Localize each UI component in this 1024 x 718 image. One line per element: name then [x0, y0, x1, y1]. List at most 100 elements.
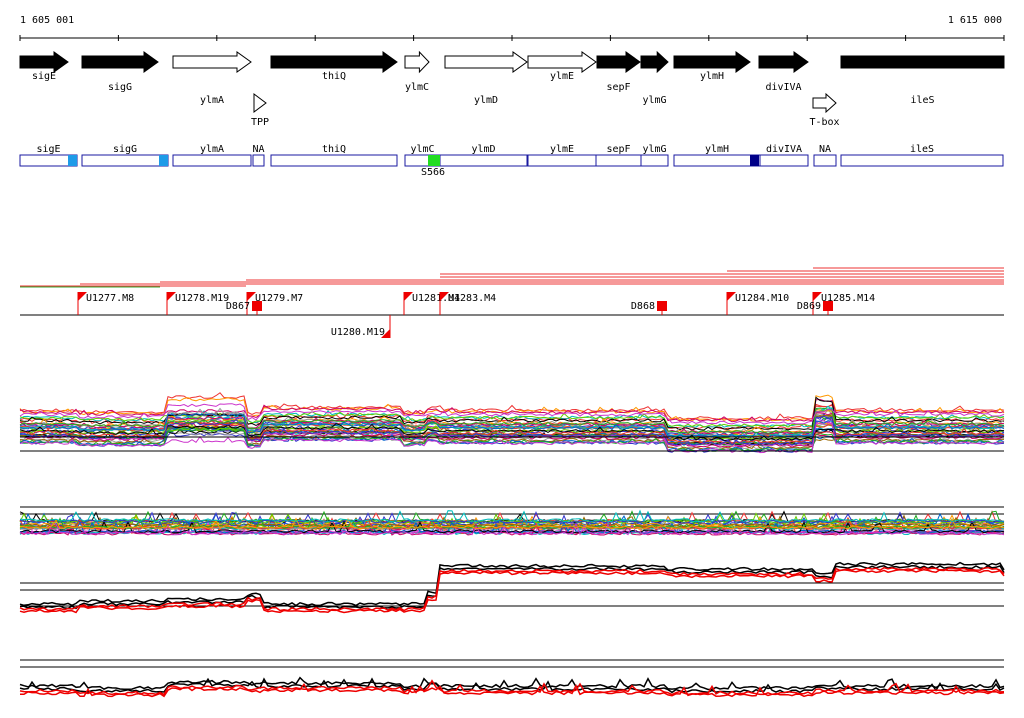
domain-label: thiQ [322, 144, 346, 155]
gene-arrow [19, 51, 69, 73]
expression-trace [19, 411, 1005, 428]
probe-label: U1283.M4 [448, 293, 496, 304]
expression-trace [19, 407, 1005, 434]
domain-site [428, 155, 440, 166]
expression-trace [19, 423, 1005, 442]
domain-box [673, 154, 761, 167]
probe-flag [727, 292, 736, 301]
deletion-label: D869 [797, 301, 821, 312]
gene-label: ylmD [474, 95, 498, 106]
expression-trace [20, 564, 1005, 610]
expression-trace [19, 509, 1005, 523]
domain-box [813, 154, 837, 167]
expression-trace [19, 517, 1005, 530]
expression-trace [19, 676, 1005, 691]
domain-label: ylmC [410, 144, 434, 155]
gene-arrow [640, 50, 669, 74]
gene-label: sepF [606, 82, 630, 93]
domain-box [527, 154, 597, 167]
probe-label: U1280.M19 [331, 327, 385, 338]
probe-flag [167, 292, 176, 301]
probe-label: U1285.M14 [821, 293, 875, 304]
domain-label: sigG [113, 144, 137, 155]
gene-arrow [527, 51, 597, 73]
ruler-end: 1 615 000 [948, 15, 1002, 26]
expression-trace [19, 413, 1005, 438]
domain-label: NA [819, 144, 831, 155]
gene-arrow [758, 51, 809, 73]
gene-label: thiQ [322, 71, 346, 82]
domain-label: ylmA [200, 144, 224, 155]
gene-label: ylmG [642, 95, 666, 106]
probe-flag [404, 292, 413, 301]
gene-label: divIVA [765, 82, 801, 93]
gene-label: sigE [32, 71, 56, 82]
gene-arrow [673, 51, 751, 73]
gene-label: ylmA [200, 95, 224, 106]
gene-label: ileS [910, 95, 934, 106]
expression-trace [19, 561, 1005, 607]
expression-trace [19, 426, 1005, 452]
deletion-label: D867 [226, 301, 250, 312]
domain-site [68, 155, 77, 166]
probe-label: U1281.M4 [412, 293, 460, 304]
riboswitch-label: TPP [251, 117, 269, 128]
domain-box [640, 154, 669, 167]
domain-box [270, 154, 398, 167]
domain-label: divIVA [766, 144, 802, 155]
domain-box [759, 154, 809, 167]
expression-trace [19, 403, 1005, 425]
expression-trace [19, 421, 1005, 444]
probe-flag [247, 292, 256, 301]
probe-label: U1284.M10 [735, 293, 789, 304]
domain-box [840, 154, 1004, 167]
domain-label: ylmD [471, 144, 495, 155]
domain-label: ylmH [705, 144, 729, 155]
expression-trace [19, 518, 1005, 531]
gene-label: ylmE [550, 71, 574, 82]
site-label: S566 [421, 167, 445, 178]
gene-arrow [596, 51, 641, 73]
domain-box [172, 154, 252, 167]
domain-label: sigE [36, 144, 60, 155]
gene-label: sigG [108, 82, 132, 93]
probe-label: U1277.M8 [86, 293, 134, 304]
domain-site [750, 155, 759, 166]
ruler-start: 1 605 001 [20, 15, 74, 26]
gene-arrow [404, 50, 430, 74]
probe-flag [813, 292, 822, 301]
gene-label: ylmH [700, 71, 724, 82]
gene-arrow [270, 51, 398, 73]
gene-arrow [444, 51, 528, 73]
expression-trace [19, 522, 1005, 536]
domain-box [81, 154, 169, 167]
domain-label: sepF [606, 144, 630, 155]
domain-box [595, 154, 642, 167]
riboswitch [253, 93, 267, 113]
riboswitch-label: T-box [809, 117, 839, 128]
probe-flag [381, 329, 390, 338]
domain-box [439, 154, 528, 167]
probe-flag [440, 292, 449, 301]
domain-site [159, 155, 168, 166]
gene-label: ylmC [405, 82, 429, 93]
probe-flag [78, 292, 87, 301]
domain-label: ylmE [550, 144, 574, 155]
expression-trace [19, 398, 1005, 423]
riboswitch [812, 92, 837, 114]
expression-trace [19, 566, 1005, 612]
gene-arrow [81, 51, 159, 73]
expression-trace [20, 682, 1005, 698]
deletion-label: D868 [631, 301, 655, 312]
domain-label: ileS [910, 144, 934, 155]
expression-trace [19, 511, 1005, 524]
probe-label: U1278.M19 [175, 293, 229, 304]
domain-box [252, 154, 265, 167]
domain-label: NA [252, 144, 264, 155]
probe-label: U1279.M7 [255, 293, 303, 304]
domain-label: ylmG [642, 144, 666, 155]
expression-trace [19, 414, 1005, 445]
gene-arrow [840, 55, 1005, 69]
expression-trace [19, 520, 1005, 534]
